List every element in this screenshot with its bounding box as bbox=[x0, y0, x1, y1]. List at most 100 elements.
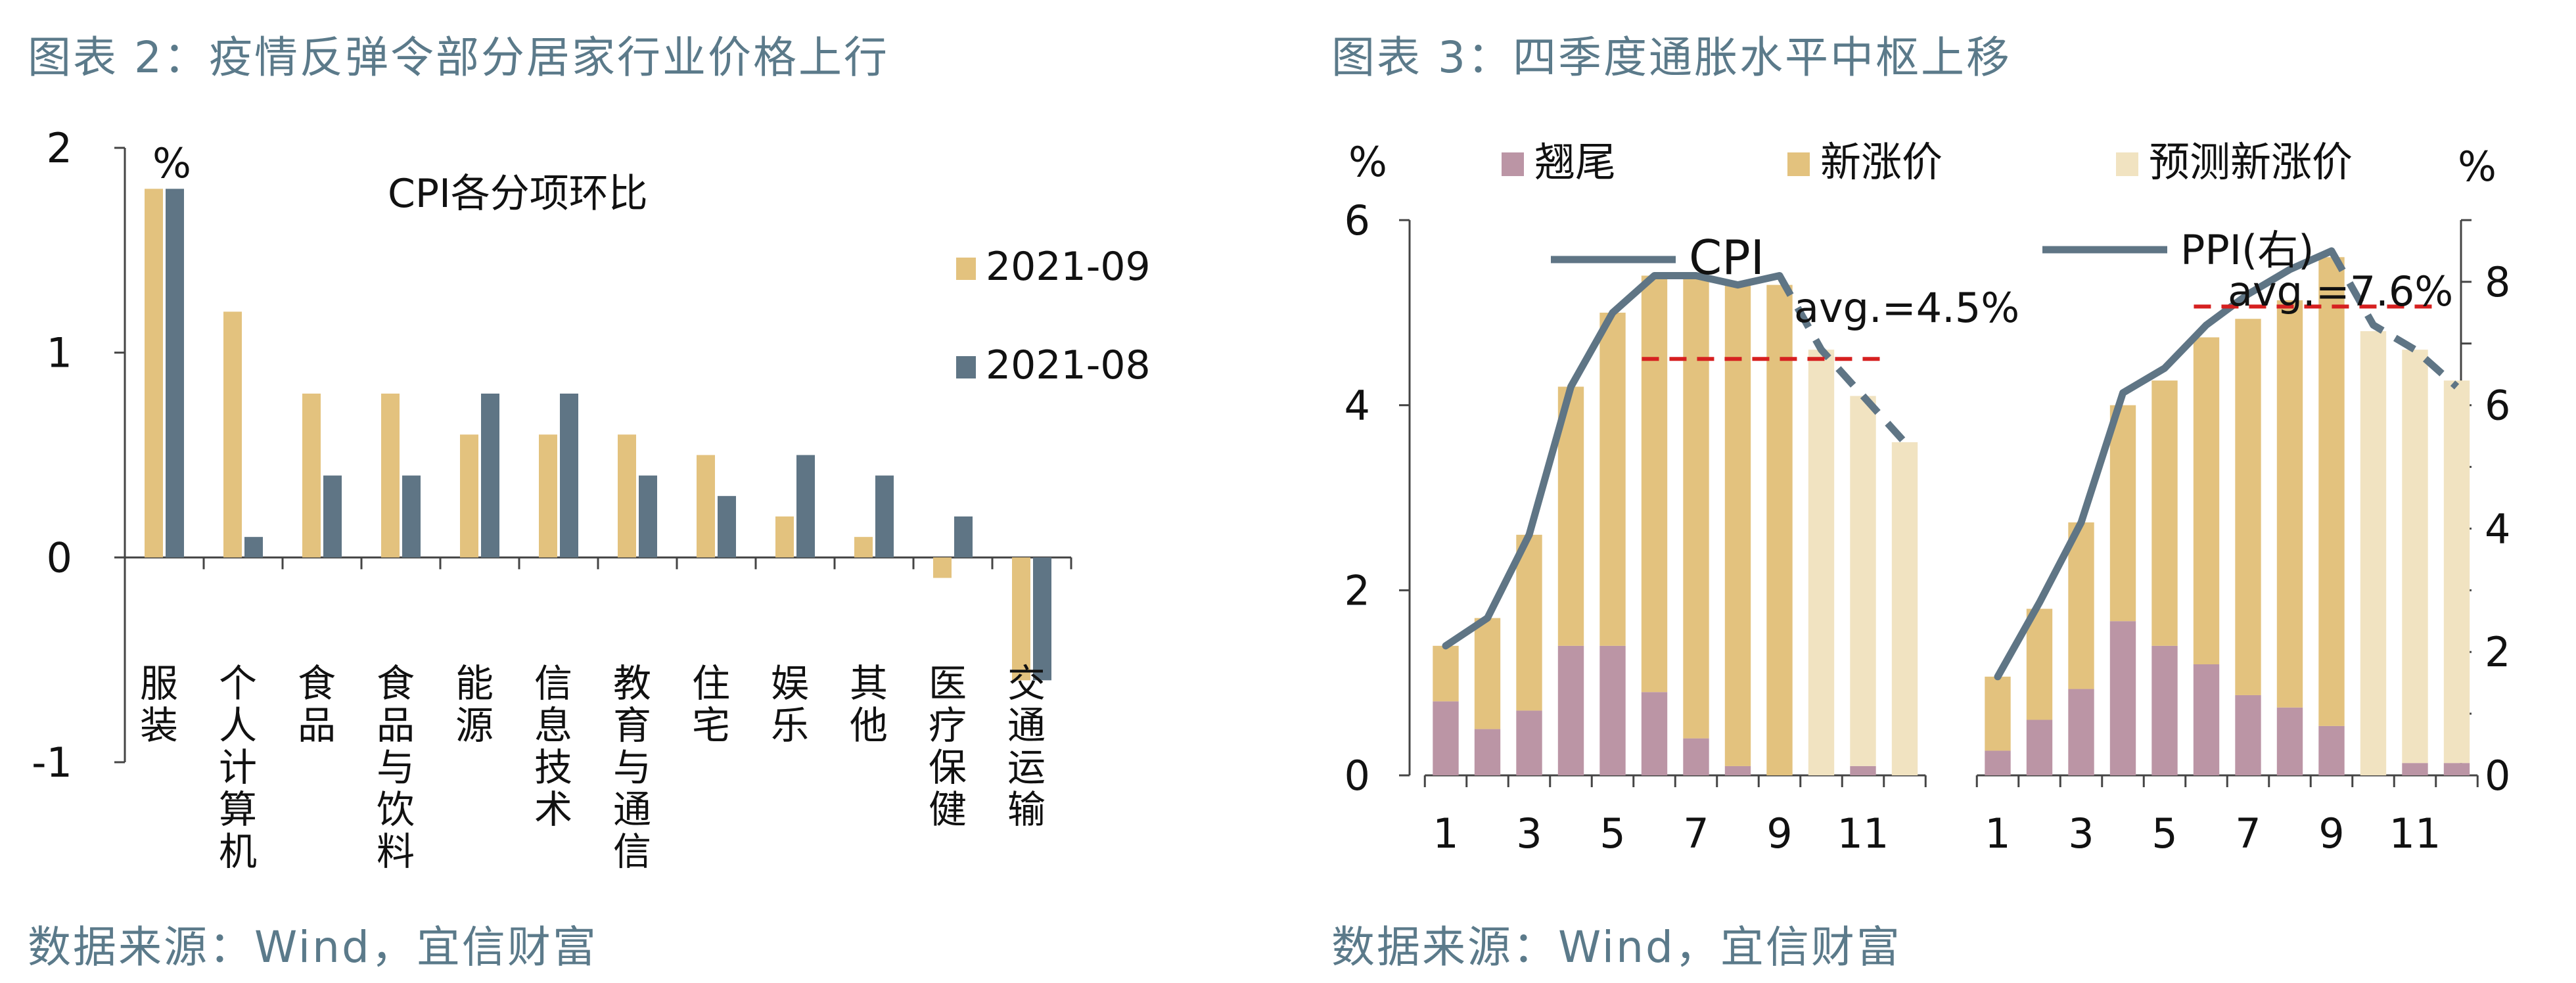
cpi-bar-carryover bbox=[1850, 766, 1876, 775]
right-right-y-tick-label: 8 bbox=[2485, 258, 2510, 306]
cpi-components-chart: 210-1%服装个人计算机食品食品与饮料能源信息技术教育与通信住宅娱乐其他医疗保… bbox=[32, 124, 1151, 874]
category-label-char: 住 bbox=[692, 661, 730, 706]
category-label-char: 健 bbox=[929, 787, 967, 832]
ppi-bar-carryover bbox=[2318, 725, 2345, 775]
right-chart-caption: 图表 3：四季度通胀水平中枢上移 bbox=[1331, 32, 2012, 83]
category-label-char: 能 bbox=[455, 661, 494, 706]
cpi-bar-new-increase bbox=[1433, 645, 1459, 702]
left-y-tick-label: -1 bbox=[32, 739, 72, 787]
ppi-bar-new-increase bbox=[2276, 300, 2303, 708]
bar-2021-08 bbox=[402, 475, 421, 558]
right-left-y-unit-label: % bbox=[1348, 138, 1387, 186]
legend-label-2021-09: 2021-09 bbox=[986, 244, 1151, 290]
bar-2021-09 bbox=[697, 455, 715, 558]
ppi-x-tick-label: 9 bbox=[2318, 810, 2344, 857]
bar-2021-08 bbox=[639, 475, 657, 558]
ppi-bar-carryover bbox=[2151, 645, 2178, 775]
category-label-char: 食 bbox=[377, 661, 415, 706]
category-label-char: 个 bbox=[219, 661, 257, 706]
bar-2021-09 bbox=[539, 434, 557, 558]
cpi-x-tick-label: 1 bbox=[1433, 810, 1458, 857]
cpi-bar-carryover bbox=[1516, 710, 1542, 775]
left-chart-caption: 图表 2：疫情反弹令部分居家行业价格上行 bbox=[28, 32, 889, 83]
legend-swatch-2021-08 bbox=[956, 356, 976, 378]
ppi-line-label: PPI(右) bbox=[2180, 226, 2314, 274]
category-label-char: 装 bbox=[140, 703, 178, 748]
ppi-bar-carryover bbox=[2235, 695, 2261, 775]
cpi-bar-carryover bbox=[1599, 645, 1626, 775]
right-left-y-tick-label: 2 bbox=[1345, 566, 1370, 614]
cpi-bar-forecast-new bbox=[1850, 396, 1876, 766]
cpi-bar-new-increase bbox=[1724, 285, 1751, 766]
category-label-char: 技 bbox=[534, 745, 572, 790]
bar-2021-08 bbox=[323, 475, 342, 558]
ppi-bar-carryover bbox=[1985, 750, 2011, 775]
left-y-tick-label: 0 bbox=[47, 534, 72, 582]
category-label-char: 通 bbox=[613, 787, 651, 832]
right-left-y-tick-label: 4 bbox=[1345, 382, 1370, 430]
ppi-bar-new-increase bbox=[1985, 676, 2011, 751]
ppi-bar-new-increase bbox=[2151, 380, 2178, 646]
category-label-char: 交 bbox=[1007, 661, 1046, 706]
category-label-char: 运 bbox=[1007, 745, 1046, 790]
cpi-x-tick-label: 5 bbox=[1599, 810, 1625, 857]
ppi-bar-carryover bbox=[2193, 664, 2220, 775]
ppi-avg-label: avg.=7.6% bbox=[2228, 267, 2453, 315]
category-label-char: 保 bbox=[929, 745, 967, 790]
right-right-y-tick-label: 4 bbox=[2485, 505, 2510, 553]
ppi-bar-carryover bbox=[2068, 689, 2094, 775]
ppi-bar-new-increase bbox=[2109, 405, 2136, 622]
ppi-bar-new-increase bbox=[2318, 257, 2345, 726]
right-right-y-tick-label: 6 bbox=[2485, 382, 2510, 430]
bar-2021-08 bbox=[481, 394, 499, 558]
bar-2021-08 bbox=[954, 516, 973, 558]
right-right-y-tick-label: 2 bbox=[2485, 628, 2510, 676]
category-label-char: 其 bbox=[850, 661, 888, 706]
cpi-bar-carryover bbox=[1433, 701, 1459, 775]
category-label-char: 他 bbox=[850, 703, 888, 748]
bar-2021-09 bbox=[854, 537, 873, 558]
bar-2021-09 bbox=[381, 394, 400, 558]
cpi-line bbox=[1442, 272, 1783, 650]
category-label-char: 教 bbox=[613, 661, 651, 706]
category-label-char: 源 bbox=[455, 703, 494, 748]
category-label-char: 信 bbox=[534, 661, 572, 706]
right-source-note: 数据来源：Wind，宜信财富 bbox=[1331, 922, 1902, 972]
category-label-char: 信 bbox=[613, 829, 651, 874]
category-label-char: 服 bbox=[140, 661, 178, 706]
category-label-char: 食 bbox=[298, 661, 336, 706]
bar-2021-09 bbox=[302, 394, 321, 558]
ppi-bar-forecast-new bbox=[2360, 331, 2387, 775]
bar-2021-09 bbox=[460, 434, 478, 558]
bar-2021-09 bbox=[775, 516, 794, 558]
cpi-x-tick-label: 9 bbox=[1766, 810, 1792, 857]
ppi-x-tick-label: 3 bbox=[2068, 810, 2094, 857]
cpi-bar-forecast-new bbox=[1891, 442, 1918, 775]
category-label-char: 医 bbox=[929, 661, 967, 706]
right-left-y-tick-label: 6 bbox=[1345, 196, 1370, 244]
legend-swatch-新涨价 bbox=[1787, 152, 1810, 176]
right-right-y-tick-label: 0 bbox=[2485, 752, 2510, 800]
ppi-line bbox=[1994, 247, 2335, 681]
inflation-forecast-chart: 0 2 4 6% 0 2 4 6 8% 翘尾 新涨价 预测新涨价 1 3 5 7 9 11 CPI avg.=4.5%… bbox=[1345, 138, 2511, 857]
bar-2021-08 bbox=[166, 189, 184, 558]
category-label-char: 品 bbox=[377, 703, 415, 748]
category-label-char: 育 bbox=[613, 703, 651, 748]
cpi-x-tick-label: 11 bbox=[1837, 810, 1889, 857]
ppi-x-tick-label: 5 bbox=[2151, 810, 2177, 857]
cpi-bar-forecast-new bbox=[1808, 350, 1835, 775]
bar-2021-09 bbox=[223, 311, 242, 558]
bar-2021-09 bbox=[933, 557, 952, 578]
left-y-tick-label: 1 bbox=[47, 329, 72, 377]
bar-2021-08 bbox=[560, 394, 578, 558]
legend-swatch-预测新涨价 bbox=[2116, 152, 2138, 176]
cpi-x-tick-label: 3 bbox=[1516, 810, 1542, 857]
ppi-bar-carryover bbox=[2276, 707, 2303, 775]
ppi-bar-new-increase bbox=[2235, 319, 2261, 695]
bar-2021-09 bbox=[618, 434, 636, 558]
ppi-bar-forecast-new bbox=[2443, 380, 2470, 764]
ppi-bar-forecast-new bbox=[2402, 350, 2428, 764]
cpi-bar-new-increase bbox=[1683, 275, 1709, 739]
left-y-unit-label: % bbox=[152, 139, 191, 187]
cpi-bar-new-increase bbox=[1766, 285, 1793, 775]
